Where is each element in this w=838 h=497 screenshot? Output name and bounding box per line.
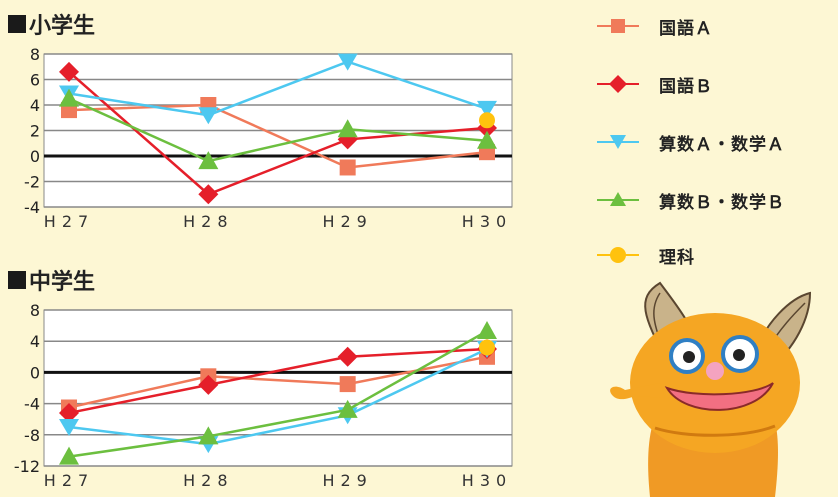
- legend-label: 国語Ｂ: [659, 76, 713, 97]
- series-line: [68, 329, 488, 458]
- legend-marker-triangle-up-icon: [597, 192, 639, 206]
- y-tick-label: 4: [30, 332, 40, 351]
- data-point: [479, 339, 495, 356]
- series-line: [68, 347, 488, 415]
- data-point: [477, 321, 497, 340]
- legend-marker-circle-icon: [597, 247, 639, 263]
- series-line: [68, 60, 488, 117]
- data-point: [59, 419, 79, 436]
- square-bullet-icon: [8, 271, 26, 289]
- data-point: [59, 61, 79, 82]
- legend-label: 理科: [659, 247, 695, 268]
- y-tick-label: 4: [30, 96, 40, 115]
- data-point: [339, 159, 356, 176]
- x-tick-label: H27: [44, 212, 94, 231]
- y-tick-label: 6: [30, 71, 40, 90]
- y-tick-label: 0: [30, 147, 40, 166]
- data-point: [198, 374, 219, 395]
- y-tick-label: -4: [24, 395, 40, 414]
- legend-marker-triangle-down-icon: [597, 135, 639, 149]
- legend-marker-square-icon: [597, 19, 639, 33]
- x-tick-label: H30: [462, 471, 512, 490]
- legend-item-math-a: 算数Ａ・数学Ａ: [595, 129, 785, 155]
- heading-junior: 中学生: [8, 264, 95, 296]
- legend-label: 算数Ａ・数学Ａ: [659, 134, 785, 155]
- data-point: [198, 184, 219, 205]
- x-tick-label: H30: [462, 212, 512, 231]
- legend-item-kokugo-b: 国語Ｂ: [595, 71, 713, 97]
- heading-elementary-text: 小学生: [29, 14, 96, 39]
- data-point: [337, 53, 358, 71]
- series-line: [68, 70, 488, 196]
- series-line: [68, 103, 488, 169]
- legend-label: 算数Ｂ・数学Ｂ: [659, 192, 785, 213]
- legend-marker-diamond-icon: [597, 75, 639, 93]
- y-tick-label: 8: [30, 301, 40, 320]
- data-point: [337, 399, 358, 418]
- y-tick-label: 2: [30, 122, 40, 141]
- data-point: [477, 100, 497, 118]
- x-tick-label: H28: [183, 471, 233, 490]
- data-point: [59, 88, 79, 107]
- y-tick-label: -12: [14, 457, 40, 476]
- data-point: [339, 376, 356, 393]
- data-point: [337, 119, 358, 138]
- square-bullet-icon: [8, 15, 26, 33]
- data-point: [477, 130, 497, 149]
- y-tick-label: -2: [24, 173, 40, 192]
- y-tick-label: -8: [24, 426, 40, 445]
- mascot-character: [610, 281, 812, 497]
- heading-junior-text: 中学生: [29, 270, 96, 295]
- data-point: [337, 346, 358, 367]
- legend-item-math-b: 算数Ｂ・数学Ｂ: [595, 187, 785, 213]
- data-point: [198, 107, 219, 125]
- series-line: [68, 97, 488, 163]
- legend-item-science: 理科: [595, 242, 695, 268]
- data-point: [479, 112, 495, 129]
- plot-area: [43, 309, 513, 467]
- heading-elementary: 小学生: [8, 8, 95, 40]
- y-tick-label: -4: [24, 198, 40, 217]
- y-tick-label: 8: [30, 45, 40, 64]
- x-tick-label: H29: [322, 471, 372, 490]
- y-tick-label: 0: [30, 363, 40, 382]
- x-tick-label: H27: [44, 471, 94, 490]
- series-line: [68, 347, 488, 446]
- legend-item-kokugo-a: 国語Ａ: [595, 13, 713, 39]
- x-tick-label: H29: [322, 212, 372, 231]
- data-point: [59, 446, 79, 465]
- data-point: [198, 426, 219, 445]
- x-tick-label: H28: [183, 212, 233, 231]
- legend-label: 国語Ａ: [659, 18, 713, 39]
- data-point: [198, 151, 219, 170]
